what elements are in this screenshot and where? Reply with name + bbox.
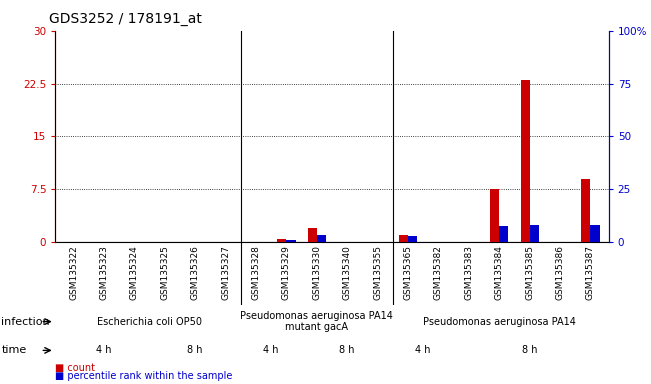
Bar [408,236,417,242]
Text: GSM135326: GSM135326 [191,245,200,300]
Text: 4 h: 4 h [96,345,112,356]
Bar [530,225,539,242]
Bar [308,228,317,242]
Text: GSM135387: GSM135387 [586,245,595,300]
Text: time: time [1,345,27,356]
Text: GDS3252 / 178191_at: GDS3252 / 178191_at [49,12,202,25]
Text: GSM135328: GSM135328 [251,245,260,300]
Text: Pseudomonas aeruginosa PA14
mutant gacA: Pseudomonas aeruginosa PA14 mutant gacA [240,311,393,333]
Text: GSM135384: GSM135384 [495,245,504,300]
Text: 4 h: 4 h [415,345,431,356]
Bar [277,239,286,242]
Bar [590,225,600,242]
Text: 8 h: 8 h [339,345,355,356]
Text: GSM135355: GSM135355 [373,245,382,300]
Text: ■ percentile rank within the sample: ■ percentile rank within the sample [55,371,232,381]
Text: 4 h: 4 h [264,345,279,356]
Bar [286,240,296,242]
Text: GSM135340: GSM135340 [342,245,352,300]
Text: GSM135385: GSM135385 [525,245,534,300]
Bar [490,189,499,242]
Text: 8 h: 8 h [522,345,537,356]
Text: ■ count: ■ count [55,363,95,373]
Bar [581,179,590,242]
Text: GSM135325: GSM135325 [160,245,169,300]
Text: GSM135327: GSM135327 [221,245,230,300]
Text: GSM135322: GSM135322 [69,245,78,300]
Bar [499,226,508,242]
Text: Escherichia coli OP50: Escherichia coli OP50 [97,316,202,327]
Text: infection: infection [1,316,50,327]
Text: GSM135383: GSM135383 [464,245,473,300]
Bar [317,235,326,242]
Bar [399,235,408,242]
Text: GSM135365: GSM135365 [404,245,413,300]
Text: GSM135324: GSM135324 [130,245,139,300]
Bar [521,80,530,242]
Text: GSM135382: GSM135382 [434,245,443,300]
Text: GSM135330: GSM135330 [312,245,322,300]
Text: GSM135329: GSM135329 [282,245,291,300]
Text: GSM135386: GSM135386 [555,245,564,300]
Text: 8 h: 8 h [187,345,203,356]
Text: GSM135323: GSM135323 [100,245,109,300]
Text: Pseudomonas aeruginosa PA14: Pseudomonas aeruginosa PA14 [422,316,575,327]
